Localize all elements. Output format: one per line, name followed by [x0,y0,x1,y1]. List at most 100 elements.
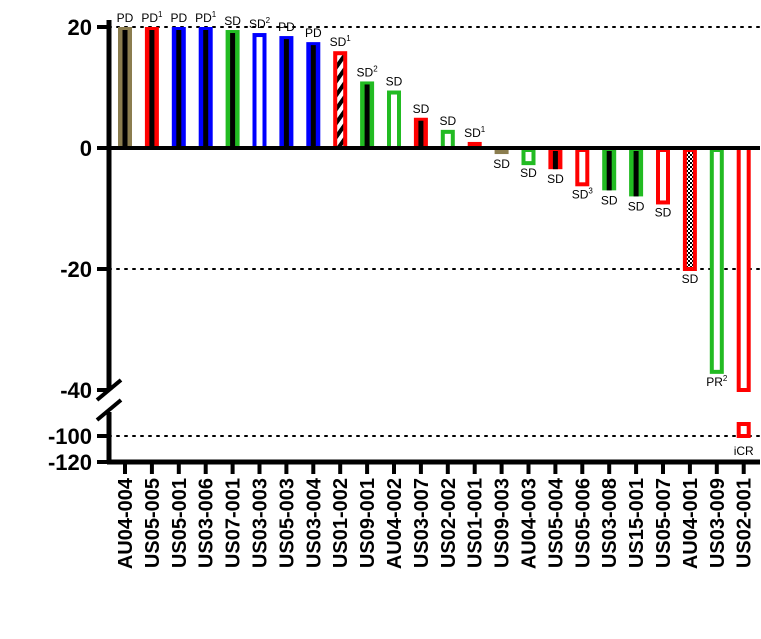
bar-AU04-003 [521,148,536,166]
response-label: PD [170,11,187,25]
bar-upper-part [736,146,751,392]
y-tick-label: -40 [60,378,92,403]
y-tick-label: -120 [48,450,92,475]
response-label-sup: 2 [373,64,378,73]
bar-fill [467,141,482,148]
bar-AU04-004 [118,27,132,148]
response-label: PD [305,26,322,40]
bar-US05-004 [548,148,563,170]
response-label: SD [520,166,537,180]
axis-break-mark-bottom [95,398,123,422]
x-tick-label: US03-009 [707,478,729,568]
bar-inner-stripe [364,84,370,148]
response-label: SD [493,157,510,171]
response-label: SD [413,102,430,116]
bar-US05-006 [575,148,590,187]
bar-inner-stripe [633,151,639,197]
response-label: SD [439,114,456,128]
bar-US09-003 [494,148,509,155]
response-label-sup: 2 [266,16,271,25]
x-tick-label: US01-002 [330,478,352,568]
response-label: PD [278,20,295,34]
response-label: SD [224,14,241,28]
x-tick-label: US05-005 [142,478,164,568]
x-tick-labels: AU04-004 US05-005 US05-001 US03-006 US07-001… [115,462,756,569]
bar-US05-001 [171,27,186,148]
response-label-sup: 1 [158,10,163,19]
bar-US07-001 [225,30,240,148]
x-tick-label: US02-002 [438,478,460,568]
bar-inner-stripe [122,30,128,148]
x-tick-label: US02-001 [734,478,756,568]
bar-US05-005 [144,27,159,148]
response-label-sup: 2 [723,374,728,383]
response-label-sup: 1 [346,34,351,43]
bar-AU04-001 [682,148,697,271]
x-tick-label: US09-001 [357,478,379,568]
bar-outline [709,148,724,374]
response-label: SD3 [572,186,594,201]
response-label-sup: 3 [588,186,593,195]
bar-US03-004 [306,42,321,148]
x-tick-label: US07-001 [223,478,245,568]
x-tick-label: US05-004 [545,477,567,568]
response-label-sup: 1 [481,125,486,134]
x-tick-label: US03-006 [196,478,218,568]
x-tick-label: US05-006 [572,478,594,568]
x-tick-label: AU04-004 [115,477,137,569]
bars [118,27,751,438]
bar-US03-008 [602,148,617,191]
bar-US01-002 [333,51,348,151]
x-tick-label: AU04-003 [519,478,541,569]
bar-outline [440,129,455,151]
bar-US03-003 [252,33,267,150]
bar-inner-stripe [606,151,612,191]
response-label: SD2 [249,16,271,31]
bar-inner-stripe [552,151,558,170]
x-tick-label: US15-001 [626,478,648,568]
bar-US03-009 [709,148,724,374]
y-tick-label: 20 [68,15,92,40]
x-tick-label: US03-007 [411,478,433,568]
x-tick-label: AU04-001 [680,478,702,569]
response-label: SD [386,75,403,89]
x-tick-label: US05-007 [653,478,675,568]
x-tick-label: AU04-002 [384,478,406,569]
response-label: SD [655,205,672,219]
response-label: PD1 [141,10,163,25]
response-label: SD [628,199,645,213]
bar-US09-001 [360,81,375,148]
bar-inner-stripe [203,30,209,148]
bar-AU04-002 [387,90,401,150]
bar-US01-001 [467,141,482,148]
bar-outline [387,90,401,150]
response-label: SD [682,272,699,286]
response-label: PD [117,11,134,25]
x-tick-label: US05-001 [169,478,191,568]
x-tick-label: US05-003 [276,478,298,568]
x-tick-label: US03-004 [303,477,325,568]
response-label: PD1 [195,10,217,25]
bar-patterned [682,148,697,271]
response-label: SD [601,193,618,207]
bar-US02-001 [736,146,751,438]
bar-US03-006 [198,27,213,148]
bar-outline [521,148,536,166]
y-tick-label: -100 [48,424,92,449]
response-label: iCR [734,444,754,458]
bar-inner-stripe [230,33,236,148]
axes [95,20,760,465]
bar-outline [252,33,267,150]
bar-US05-007 [656,148,670,205]
y-tick-label: -20 [60,257,92,282]
bar-inner-stripe [149,30,155,148]
response-label-sup: 1 [212,10,217,19]
x-tick-label: US09-003 [492,478,514,568]
bar-lower-stub [736,422,751,438]
bar-inner-stripe [176,30,182,148]
x-tick-label: US03-003 [250,478,272,568]
response-label: SD1 [330,34,352,49]
bar-US02-002 [440,129,455,151]
